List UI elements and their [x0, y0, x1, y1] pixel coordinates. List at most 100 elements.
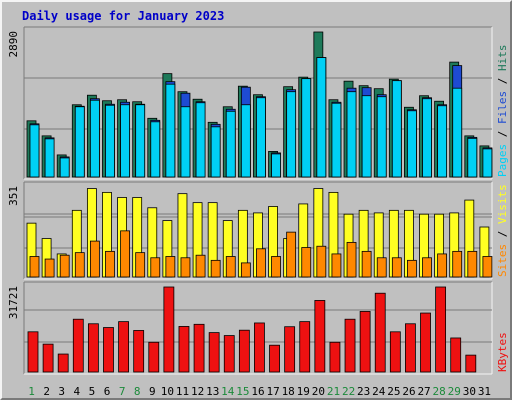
x-tick-label: 1: [28, 385, 35, 398]
pages-bar: [150, 121, 161, 178]
kbytes-bar: [359, 311, 371, 373]
kbytes-bar: [208, 332, 220, 373]
sites-bar: [29, 256, 40, 278]
x-tick-label: 3: [58, 385, 65, 398]
x-tick-label: 8: [134, 385, 141, 398]
pages-bar: [89, 99, 100, 178]
x-tick-label: 26: [402, 385, 415, 398]
legend-entry: Hits: [496, 45, 509, 72]
kbytes-bar: [148, 341, 160, 373]
pages-bar: [135, 104, 146, 178]
pages-bar: [391, 80, 402, 178]
pages-bar: [105, 104, 115, 178]
sites-bar: [467, 250, 478, 278]
kbytes-bar: [299, 321, 311, 373]
sites-bar: [376, 257, 387, 278]
x-tick-label: 9: [149, 385, 156, 398]
kbytes-bar: [389, 331, 401, 373]
panel-0-legend: Pages / Files / Hits: [496, 45, 509, 178]
kbytes-bar: [374, 292, 386, 373]
kbytes-bar: [344, 318, 356, 373]
pages-bar: [422, 98, 432, 178]
sites-bar: [316, 245, 327, 278]
sites-bar: [256, 248, 266, 278]
sites-bar: [74, 252, 85, 278]
legend-entry: /: [496, 71, 509, 91]
pages-bar: [240, 104, 251, 178]
pages-bar: [437, 105, 448, 178]
pages-bar: [331, 102, 342, 178]
pages-bar: [59, 157, 70, 178]
sites-bar: [180, 257, 191, 278]
sites-bar: [150, 257, 161, 278]
pages-bar: [407, 110, 417, 178]
legend-entry: Sites: [496, 244, 509, 277]
x-tick-label: 30: [463, 385, 476, 398]
sites-bar: [301, 247, 312, 278]
sites-bar: [346, 241, 357, 278]
kbytes-bar: [87, 323, 99, 373]
x-tick-label: 5: [89, 385, 96, 398]
kbytes-bar: [42, 343, 54, 373]
x-tick-label: 11: [176, 385, 189, 398]
legend-entry: /: [496, 224, 509, 244]
panel-0-ymax-label: 2890: [7, 31, 20, 58]
pages-bar: [256, 97, 266, 178]
kbytes-bar: [223, 335, 235, 373]
legend-entry: /: [496, 124, 509, 144]
sites-bar: [331, 253, 342, 278]
x-tick-label: 15: [236, 385, 249, 398]
pages-bar: [467, 137, 478, 178]
sites-bar: [271, 256, 281, 278]
kbytes-bar: [133, 330, 145, 373]
x-tick-label: 19: [297, 385, 310, 398]
sites-bar: [482, 256, 493, 278]
kbytes-bar: [405, 323, 416, 373]
x-tick-label: 12: [191, 385, 204, 398]
pages-bar: [165, 83, 176, 178]
pages-bar: [120, 104, 130, 178]
pages-bar: [210, 126, 221, 178]
pages-bar: [195, 102, 206, 178]
sites-bar: [240, 262, 251, 278]
kbytes-bar: [238, 329, 250, 373]
pages-bar: [44, 138, 55, 178]
sites-bar: [407, 259, 417, 278]
x-tick-label: 31: [478, 385, 491, 398]
sites-bar: [165, 256, 176, 278]
sites-bar: [135, 252, 146, 278]
pages-bar: [180, 106, 191, 178]
x-tick-label: 10: [161, 385, 174, 398]
pages-bar: [286, 91, 297, 178]
kbytes-bar: [450, 337, 462, 373]
kbytes-bar: [254, 322, 265, 373]
x-tick-label: 17: [266, 385, 279, 398]
x-tick-label: 28: [433, 385, 446, 398]
pages-bar: [74, 106, 85, 178]
kbytes-bar: [193, 323, 205, 373]
pages-bar: [482, 148, 493, 178]
sites-bar: [89, 240, 100, 278]
kbytes-bar: [435, 286, 447, 373]
sites-bar: [452, 250, 463, 278]
x-tick-label: 20: [312, 385, 325, 398]
legend-entry: KBytes: [496, 332, 509, 372]
legend-entry: Visits: [496, 184, 509, 224]
kbytes-bar: [465, 354, 477, 373]
pages-bar: [346, 91, 357, 178]
sites-bar: [120, 230, 130, 278]
sites-bar: [361, 250, 372, 278]
sites-bar: [59, 254, 70, 278]
kbytes-bar: [163, 286, 175, 373]
sites-bar: [391, 257, 402, 278]
x-tick-label: 2: [43, 385, 50, 398]
sites-bar: [195, 254, 206, 278]
pages-bar: [361, 95, 372, 178]
x-tick-label: 25: [387, 385, 400, 398]
kbytes-bar: [178, 326, 190, 373]
pages-bar: [29, 124, 40, 178]
panel-1-legend: Sites / Visits: [496, 184, 509, 277]
sites-bar: [210, 259, 221, 278]
x-tick-label: 13: [206, 385, 219, 398]
sites-bar: [105, 250, 115, 278]
